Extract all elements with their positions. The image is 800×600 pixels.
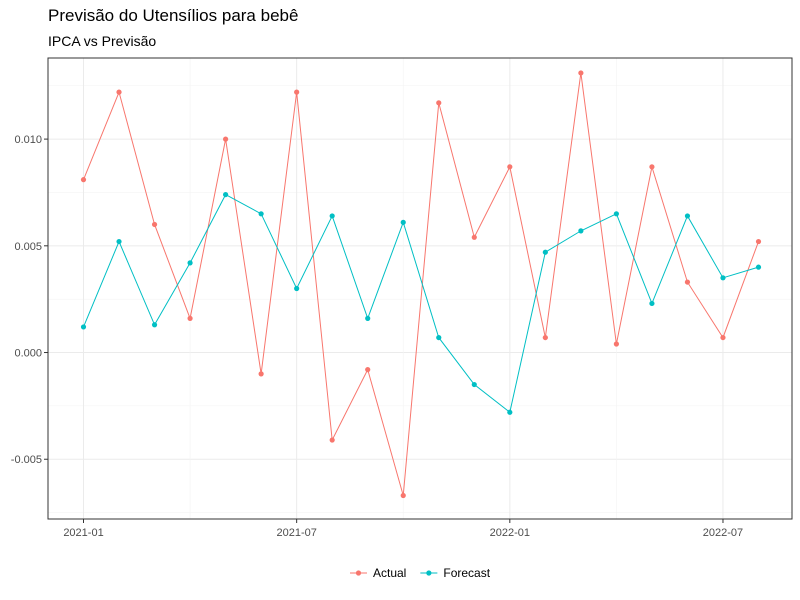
y-tick-label: 0.000	[14, 348, 42, 360]
series-layer	[80, 70, 762, 499]
data-point-forecast	[578, 228, 584, 234]
legend-key-point-forecast	[426, 570, 432, 576]
data-point-forecast	[613, 211, 619, 217]
legend-label-forecast: Forecast	[443, 566, 490, 580]
data-point-forecast	[542, 249, 548, 255]
data-point-actual	[578, 70, 584, 76]
data-point-forecast	[471, 381, 477, 388]
data-point-forecast	[151, 322, 158, 328]
data-point-actual	[471, 234, 477, 240]
data-point-actual	[542, 334, 548, 341]
data-point-forecast	[436, 334, 442, 341]
data-point-actual	[187, 315, 193, 321]
data-point-forecast	[365, 315, 371, 321]
data-point-actual	[720, 334, 726, 341]
data-point-forecast	[649, 300, 655, 307]
data-point-forecast	[507, 409, 513, 415]
data-point-actual	[400, 492, 406, 499]
legend-key-point-actual	[355, 570, 362, 576]
data-point-actual	[436, 100, 442, 106]
grid	[48, 58, 792, 519]
x-tick-label: 2021-01	[63, 527, 103, 539]
data-point-forecast	[294, 285, 300, 292]
data-point-forecast	[720, 275, 726, 281]
data-point-actual	[649, 164, 655, 170]
data-point-forecast	[400, 219, 406, 225]
data-point-forecast	[223, 191, 229, 198]
data-point-actual	[613, 341, 619, 347]
data-point-actual	[116, 89, 122, 95]
data-point-actual	[329, 437, 335, 443]
data-point-forecast	[258, 211, 264, 217]
x-tick-label: 2022-07	[703, 527, 743, 539]
series-line-actual	[83, 72, 759, 496]
data-point-actual	[223, 136, 229, 142]
legend-label-actual: Actual	[373, 566, 406, 580]
x-tick-label: 2022-01	[490, 527, 530, 539]
data-point-forecast	[116, 238, 122, 245]
data-point-actual	[80, 177, 87, 183]
data-point-forecast	[329, 213, 335, 219]
x-tick-label: 2021-07	[276, 527, 316, 539]
axes: -0.005 0.000 0.005 0.010 2021-01 2021-07 2022-…	[11, 134, 743, 539]
data-point-actual	[507, 164, 513, 170]
y-tick-label: 0.005	[14, 241, 42, 253]
data-point-forecast	[755, 264, 762, 270]
data-point-actual	[365, 367, 371, 373]
data-point-actual	[151, 221, 158, 228]
data-point-actual	[684, 279, 691, 285]
data-point-forecast	[187, 260, 193, 266]
chart-title: Previsão do Utensílios para bebê	[48, 6, 299, 25]
y-tick-label: 0.010	[14, 134, 42, 146]
legend: Actual Forecast	[350, 566, 491, 580]
data-point-actual	[755, 238, 762, 245]
series-line-forecast	[83, 193, 759, 414]
y-tick-label: -0.005	[11, 454, 42, 466]
chart-subtitle: IPCA vs Previsão	[48, 33, 157, 49]
data-point-actual	[294, 89, 300, 95]
data-point-actual	[258, 371, 264, 377]
data-point-forecast	[684, 213, 691, 219]
data-point-forecast	[80, 324, 87, 330]
plot-panel-border	[47, 57, 793, 520]
